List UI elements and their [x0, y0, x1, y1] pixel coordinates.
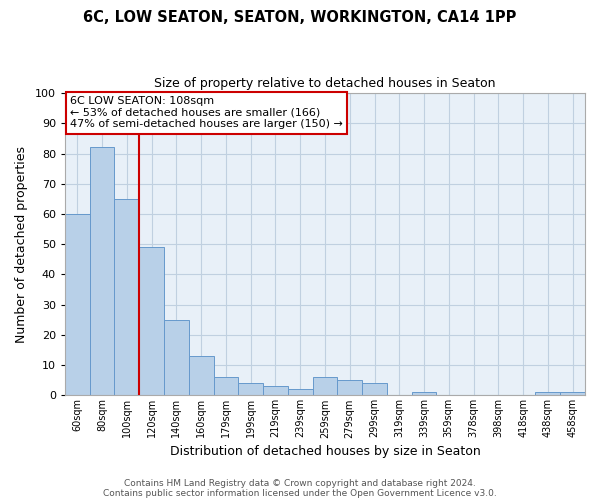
Text: Contains HM Land Registry data © Crown copyright and database right 2024.: Contains HM Land Registry data © Crown c…	[124, 478, 476, 488]
Bar	[90, 148, 115, 396]
Text: Contains public sector information licensed under the Open Government Licence v3: Contains public sector information licen…	[103, 488, 497, 498]
Bar	[362, 384, 387, 396]
Bar	[560, 392, 585, 396]
Text: 6C LOW SEATON: 108sqm
← 53% of detached houses are smaller (166)
47% of semi-det: 6C LOW SEATON: 108sqm ← 53% of detached …	[70, 96, 343, 130]
Text: 6C, LOW SEATON, SEATON, WORKINGTON, CA14 1PP: 6C, LOW SEATON, SEATON, WORKINGTON, CA14…	[83, 10, 517, 25]
Bar	[337, 380, 362, 396]
Bar	[115, 199, 139, 396]
Bar	[214, 378, 238, 396]
Bar	[263, 386, 288, 396]
X-axis label: Distribution of detached houses by size in Seaton: Distribution of detached houses by size …	[170, 444, 481, 458]
Bar	[238, 384, 263, 396]
Title: Size of property relative to detached houses in Seaton: Size of property relative to detached ho…	[154, 78, 496, 90]
Bar	[189, 356, 214, 396]
Bar	[535, 392, 560, 396]
Bar	[65, 214, 90, 396]
Bar	[313, 378, 337, 396]
Bar	[288, 390, 313, 396]
Bar	[164, 320, 189, 396]
Bar	[139, 248, 164, 396]
Bar	[412, 392, 436, 396]
Y-axis label: Number of detached properties: Number of detached properties	[15, 146, 28, 342]
